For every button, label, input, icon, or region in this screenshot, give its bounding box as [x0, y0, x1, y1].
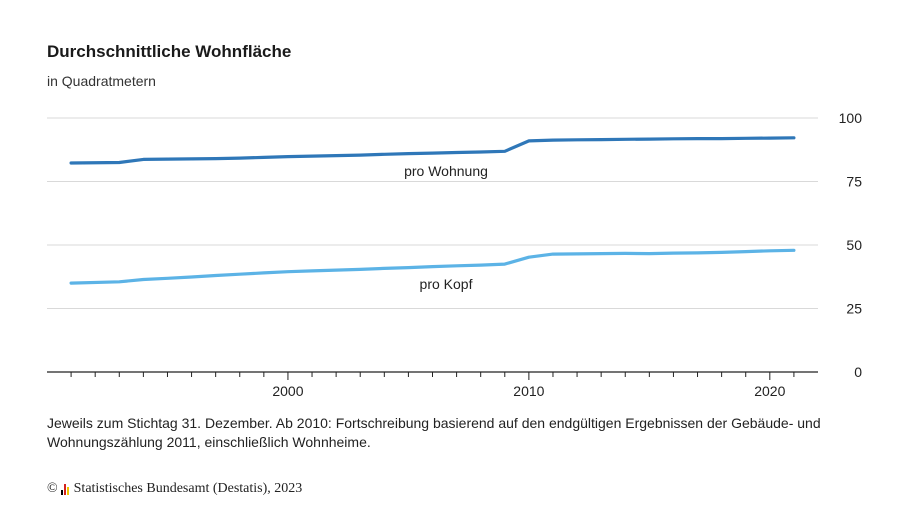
series-label: pro Wohnung: [404, 163, 488, 179]
destatis-logo-icon: [60, 483, 70, 495]
chart-title: Durchschnittliche Wohnfläche: [47, 42, 292, 61]
chart-subtitle: in Quadratmetern: [47, 73, 156, 89]
series-label: pro Kopf: [420, 276, 473, 292]
logo-bar-black: [60, 489, 63, 495]
x-tick-label: 2020: [754, 383, 785, 399]
line-chart: 2000 2010 2020 0 25 50 75 100 pro Wohnung pro K…: [47, 110, 863, 399]
gridlines: [47, 117, 818, 309]
series-lines: [69, 136, 796, 285]
y-tick-label: 0: [854, 364, 862, 380]
logo-bar-red: [63, 483, 66, 495]
x-tick-label: 2010: [513, 383, 544, 399]
y-tick-label: 75: [846, 174, 862, 190]
y-axis: 0 25 50 75 100: [839, 110, 863, 380]
y-tick-label: 25: [846, 301, 862, 317]
logo-bar-gold: [66, 486, 69, 495]
source-footer: © Statistisches Bundesamt (Destatis), 20…: [47, 481, 302, 497]
chart-note: Jeweils zum Stichtag 31. Dezember. Ab 20…: [47, 415, 821, 450]
x-tick-label: 2000: [272, 383, 303, 399]
y-tick-label: 50: [846, 237, 862, 253]
series-line: [69, 248, 796, 285]
x-axis: 2000 2010 2020: [47, 371, 818, 399]
source-text: Statistisches Bundesamt (Destatis), 2023: [73, 481, 303, 496]
y-tick-label: 100: [839, 110, 863, 126]
series-line: [69, 136, 796, 165]
series-labels: pro Wohnung pro Kopf: [404, 163, 488, 292]
copyright-symbol: ©: [47, 481, 58, 496]
